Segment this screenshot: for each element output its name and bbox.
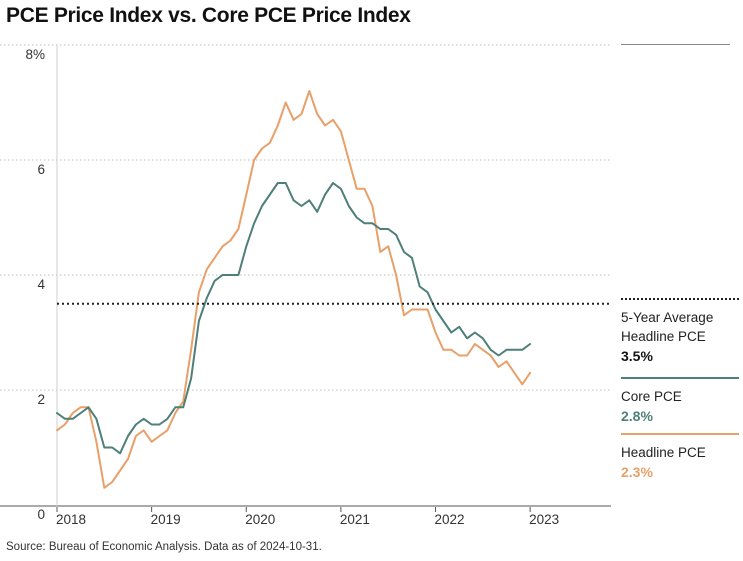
legend-average-value: 3.5% <box>621 348 653 364</box>
x-axis-ticks: 2018 2019 2020 2021 2022 2023 <box>56 507 559 527</box>
legend-core-label: Core PCE <box>621 389 682 404</box>
legend-core-value: 2.8% <box>621 408 653 424</box>
y-tick-label-6: 6 <box>37 162 45 177</box>
legend-headline: Headline PCE 2.3% <box>621 433 739 482</box>
legend-average-label-2: Headline PCE <box>621 329 706 344</box>
x-tick-label-2020: 2020 <box>245 512 275 527</box>
x-tick-label-2023: 2023 <box>529 512 559 527</box>
y-tick-label-0: 0 <box>37 507 45 522</box>
legend-core: Core PCE 2.8% <box>621 377 739 426</box>
y-tick-label-4: 4 <box>37 277 45 292</box>
x-tick-label-2018: 2018 <box>56 512 86 527</box>
series-lines <box>56 90 532 489</box>
legend-average-swatch <box>621 298 739 300</box>
x-tick-label-2021: 2021 <box>340 512 370 527</box>
series-line-core-pce <box>56 182 532 455</box>
chart-title: PCE Price Index vs. Core PCE Price Index <box>6 4 411 27</box>
gridlines <box>0 44 611 507</box>
source-note: Source: Bureau of Economic Analysis. Dat… <box>6 541 322 553</box>
legend-top-rule <box>621 44 730 45</box>
legend-average: 5-Year Average Headline PCE 3.5% <box>621 298 739 366</box>
y-axis-ticks: 0 2 4 6 8% <box>25 47 45 522</box>
legend-core-swatch <box>621 377 739 379</box>
x-tick-label-2022: 2022 <box>434 512 464 527</box>
series-line-headline-pce <box>56 90 532 489</box>
y-tick-label-8: 8% <box>25 47 45 62</box>
y-tick-label-2: 2 <box>37 392 45 407</box>
legend-average-label-1: 5-Year Average <box>621 310 714 325</box>
legend-headline-value: 2.3% <box>621 464 653 480</box>
x-tick-label-2019: 2019 <box>151 512 181 527</box>
legend-headline-label: Headline PCE <box>621 445 706 460</box>
legend-headline-swatch <box>621 433 739 435</box>
